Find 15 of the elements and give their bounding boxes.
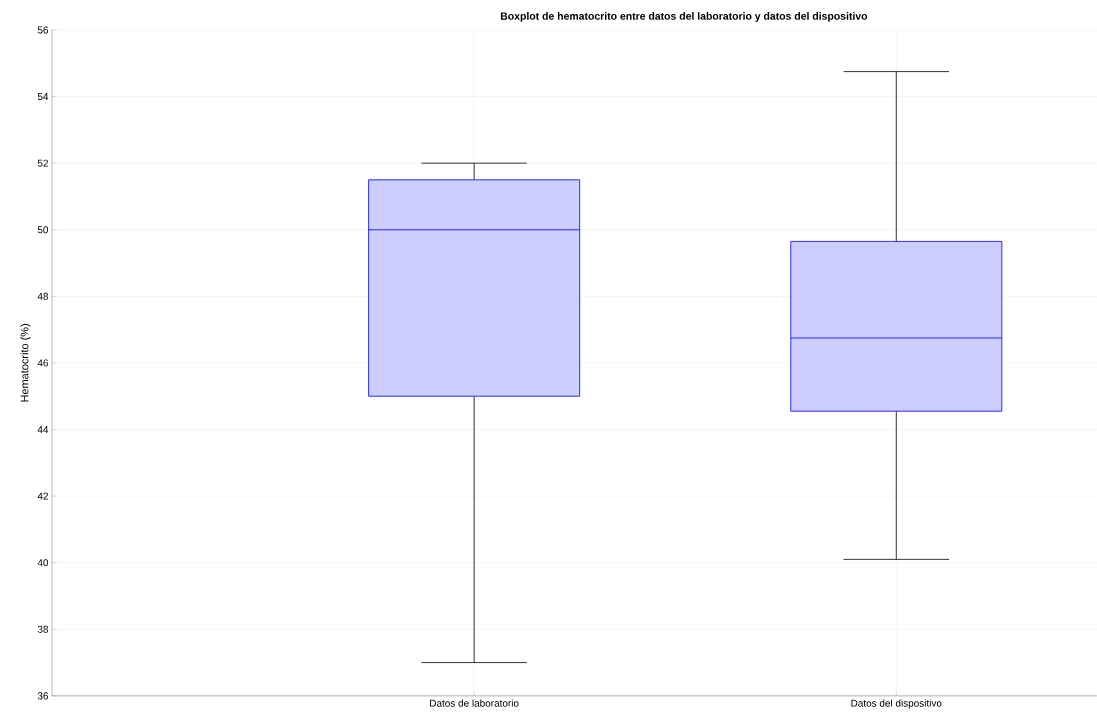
y-tick-label: 50 (37, 226, 49, 234)
y-tick-label: 46 (37, 359, 49, 367)
y-tick-label: 36 (37, 692, 49, 700)
y-tick-label: 48 (37, 292, 49, 300)
x-tick-label: Datos de laboratorio (430, 699, 519, 707)
y-tick-label: 52 (37, 159, 48, 167)
x-tick-label: Datos del dispositivo (851, 699, 942, 709)
y-tick-label: 44 (37, 426, 49, 434)
y-tick-label: 54 (37, 93, 49, 101)
y-tick-label: 38 (37, 625, 49, 633)
y-tick-label: 56 (37, 26, 49, 34)
y-tick-label: 40 (37, 559, 49, 567)
y-axis-title: Hematocrito (%) (20, 324, 31, 402)
y-tick-label: 42 (37, 492, 48, 500)
chart-title: Boxplot de hematocrito entre datos del laboratorio y datos del dispositivo (500, 12, 868, 22)
